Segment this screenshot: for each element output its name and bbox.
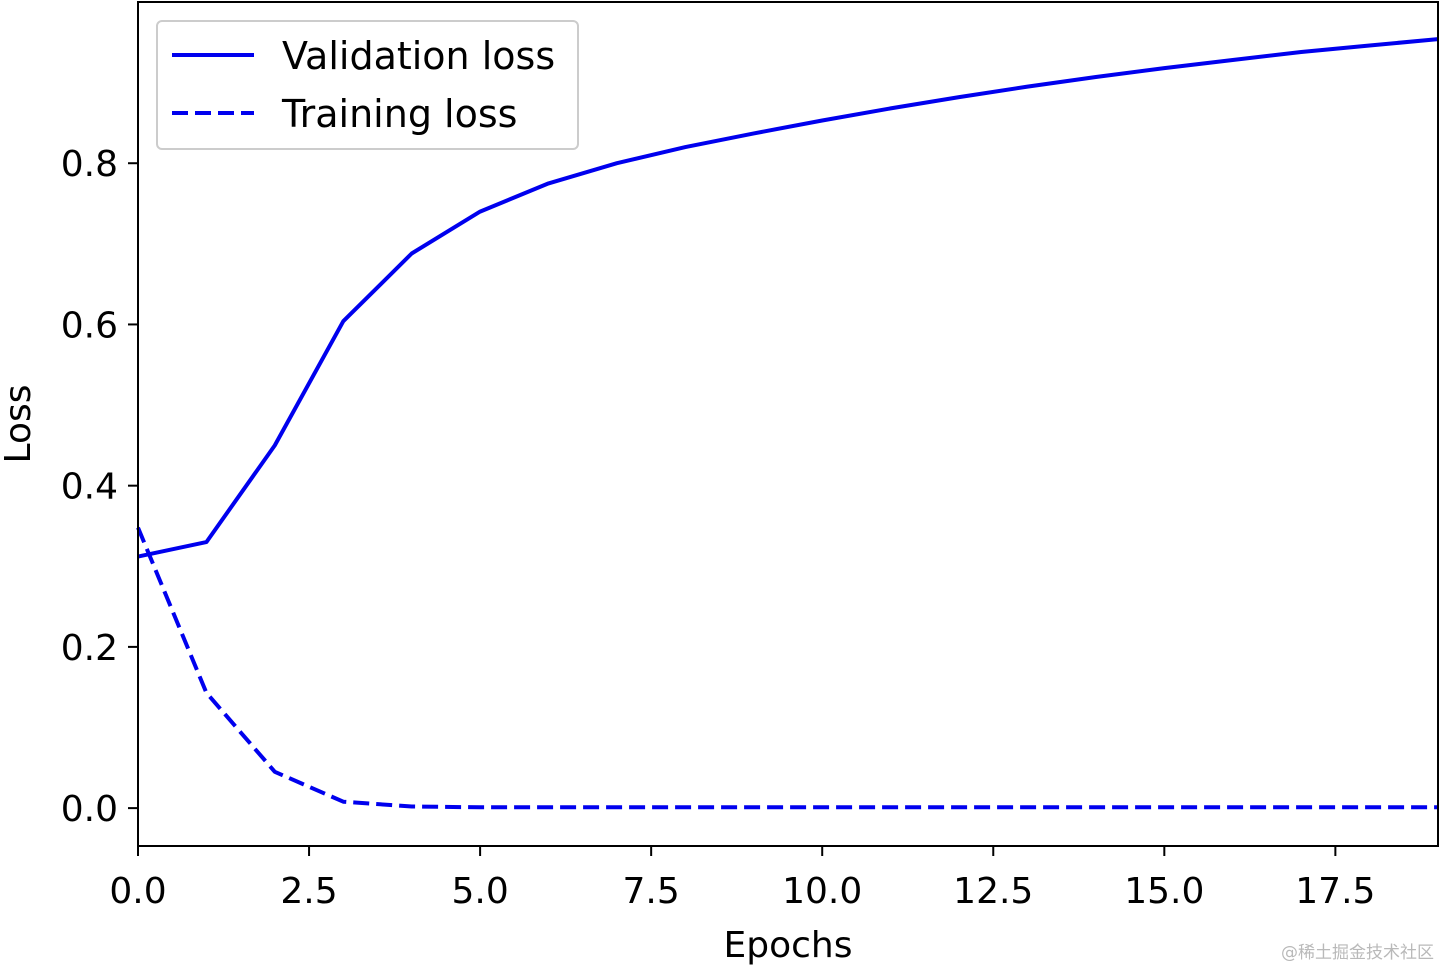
y-tick-label: 0.6 xyxy=(61,305,118,346)
axes-frame xyxy=(137,1,1439,847)
x-tick-label: 5.0 xyxy=(451,871,508,912)
series-layer xyxy=(136,37,1439,810)
legend-label-training-loss: Training loss xyxy=(281,92,517,136)
y-tick-label: 0.0 xyxy=(61,789,118,830)
legend: Validation loss Training loss xyxy=(156,20,579,150)
x-tick-label: 17.5 xyxy=(1295,871,1375,912)
legend-frame xyxy=(156,20,579,150)
x-tick-label: 0.0 xyxy=(109,871,166,912)
y-tick-label: 0.4 xyxy=(61,467,118,508)
x-tick-label: 12.5 xyxy=(953,871,1033,912)
legend-label-validation-loss: Validation loss xyxy=(282,34,555,78)
y-tick-label: 0.2 xyxy=(61,628,118,669)
y-tick-label: 0.8 xyxy=(61,144,118,185)
x-axis-title: Epochs xyxy=(724,925,853,966)
ticks-layer: 0.0 2.5 5.0 7.5 10.0 12.5 15.0 17.5 0.0 0.2 0.4 0.6… xyxy=(61,144,1376,912)
watermark-text: @稀土掘金技术社区 xyxy=(1281,943,1434,963)
x-tick-label: 7.5 xyxy=(623,871,680,912)
y-axis-title: Loss xyxy=(0,385,39,464)
series-line-validation-loss xyxy=(137,37,1439,559)
x-tick-label: 15.0 xyxy=(1124,871,1204,912)
axes-layer xyxy=(137,1,1439,847)
x-tick-label: 10.0 xyxy=(782,871,862,912)
series-line-training-loss xyxy=(136,526,1438,810)
x-tick-label: 2.5 xyxy=(280,871,337,912)
